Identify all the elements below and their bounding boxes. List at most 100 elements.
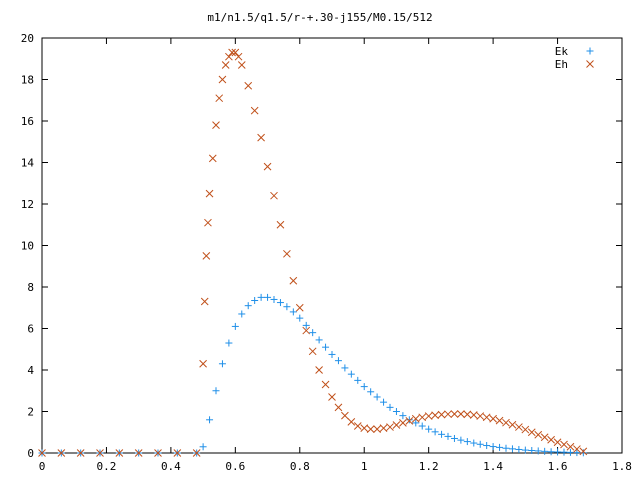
data-point-ek (425, 425, 433, 433)
data-point-eh (399, 419, 407, 427)
data-point-ek (257, 293, 265, 301)
data-point-eh (208, 154, 217, 163)
data-point-eh (234, 52, 243, 61)
data-point-eh (553, 438, 562, 447)
data-point-ek (418, 422, 426, 430)
series-eh (38, 48, 588, 457)
data-point-ek (347, 370, 355, 378)
data-point-eh (295, 303, 304, 312)
data-point-ek (547, 448, 555, 456)
x-tick-label: 0.8 (290, 460, 310, 473)
data-point-eh (328, 393, 336, 401)
data-point-eh (96, 449, 104, 457)
data-point-eh (202, 252, 211, 260)
data-point-ek (225, 339, 233, 347)
data-point-eh (270, 191, 278, 200)
data-point-ek (496, 443, 504, 451)
y-tick-label: 20 (21, 32, 34, 45)
data-point-ek (573, 449, 581, 457)
data-point-ek (322, 343, 330, 351)
y-tick-label: 12 (21, 198, 34, 211)
data-point-ek (244, 302, 252, 310)
data-point-ek (360, 383, 368, 391)
data-point-eh (289, 276, 298, 285)
data-point-eh (225, 52, 233, 61)
x-tick-label: 1.4 (483, 460, 503, 473)
x-tick-label: 1 (361, 460, 368, 473)
series-ek (38, 293, 587, 457)
data-point-eh (192, 449, 201, 457)
data-point-eh (521, 425, 530, 434)
data-point-ek (283, 303, 291, 311)
data-point-ek (373, 393, 381, 401)
data-point-eh (560, 440, 568, 449)
data-point-ek (296, 314, 304, 322)
data-point-ek (309, 329, 317, 337)
data-point-eh (321, 380, 330, 389)
y-tick-label: 14 (21, 157, 35, 170)
data-point-eh (341, 411, 349, 420)
data-point-eh (547, 435, 555, 444)
data-point-eh (212, 121, 220, 130)
data-point-ek (438, 430, 446, 438)
data-point-eh (334, 403, 343, 412)
legend-marker-ek (586, 47, 594, 55)
data-point-ek (489, 443, 497, 451)
data-point-ek (508, 445, 516, 453)
data-point-eh (215, 94, 224, 103)
data-point-eh (527, 428, 536, 437)
data-point-eh (540, 433, 549, 442)
legend-label-eh: Eh (555, 58, 568, 71)
data-point-ek (386, 403, 394, 411)
data-point-eh (373, 425, 381, 433)
data-point-ek (431, 428, 439, 436)
data-point-ek (212, 387, 220, 395)
data-point-eh (579, 447, 588, 456)
data-point-ek (199, 443, 207, 451)
y-tick-label: 2 (27, 406, 34, 419)
x-tick-label: 0.2 (97, 460, 117, 473)
data-point-ek (483, 442, 491, 450)
legend-marker-eh (586, 60, 594, 68)
data-point-eh (508, 420, 517, 429)
data-point-ek (528, 447, 536, 455)
data-point-ek (502, 444, 510, 452)
data-point-eh (228, 48, 236, 57)
series-layer (38, 48, 588, 457)
data-point-eh (476, 412, 485, 420)
x-tick-label: 0 (39, 460, 46, 473)
data-point-eh (534, 430, 543, 439)
data-point-ek (405, 416, 413, 424)
data-point-eh (237, 61, 246, 69)
data-point-eh (411, 414, 420, 423)
data-point-eh (57, 449, 66, 457)
y-tick-label: 0 (27, 447, 34, 460)
axis-ticks: 0 0.2 0.4 0.6 0.8 1 1.2 1.4 1.6 1.8 0 2 4 6 8 10 12 14 16 1… (21, 32, 632, 473)
x-tick-label: 1.8 (612, 460, 632, 473)
data-point-eh (573, 445, 581, 453)
data-point-ek (412, 419, 420, 427)
data-point-eh (315, 366, 323, 374)
y-tick-label: 4 (27, 364, 34, 377)
data-point-eh (205, 189, 214, 198)
y-tick-label: 16 (21, 115, 34, 128)
data-point-ek (238, 310, 246, 318)
data-point-ek (392, 408, 400, 415)
x-tick-label: 1.6 (548, 460, 568, 473)
data-point-ek (566, 448, 574, 456)
data-point-ek (206, 416, 214, 424)
data-point-eh (489, 414, 497, 423)
data-point-eh (482, 413, 491, 422)
data-point-ek (367, 388, 375, 396)
data-point-ek (450, 434, 458, 442)
x-tick-label: 0.6 (225, 460, 245, 473)
y-tick-label: 10 (21, 240, 34, 253)
data-point-ek (251, 296, 259, 304)
data-point-ek (354, 376, 362, 384)
data-point-ek (579, 449, 587, 457)
data-point-eh (221, 61, 230, 69)
data-point-eh (463, 410, 472, 419)
data-point-eh (302, 326, 311, 335)
data-point-eh (250, 106, 259, 115)
